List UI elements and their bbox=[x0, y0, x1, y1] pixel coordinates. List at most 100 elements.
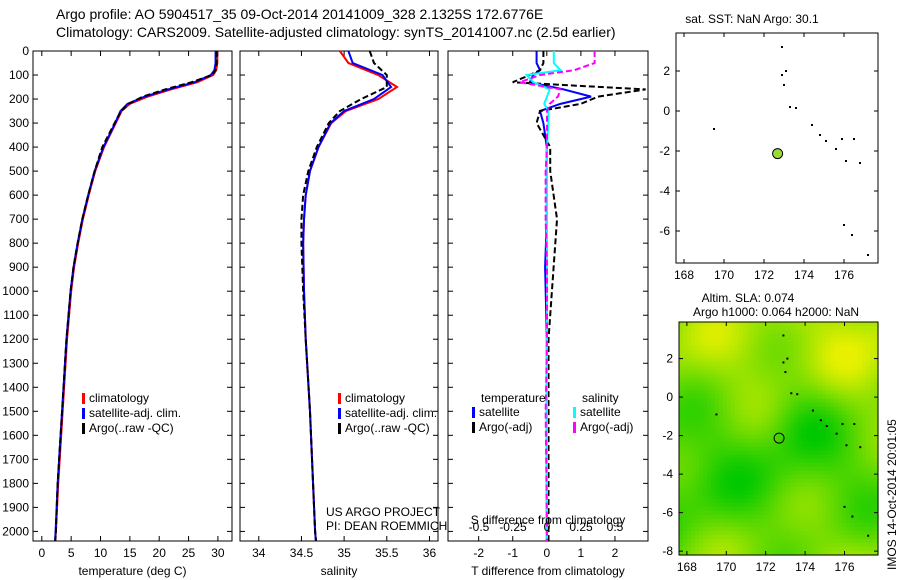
sla-cell bbox=[686, 522, 692, 528]
sla-cell bbox=[702, 338, 708, 343]
sla-cell bbox=[702, 330, 708, 335]
sla-cell bbox=[802, 462, 807, 468]
sla-cell bbox=[754, 462, 760, 468]
sla-cell bbox=[726, 338, 732, 343]
sla-cell bbox=[794, 350, 799, 355]
sla-cell bbox=[750, 330, 756, 335]
sla-cell bbox=[746, 466, 752, 472]
y-tick-label: 1100 bbox=[3, 308, 29, 322]
sla-cell bbox=[758, 338, 764, 343]
sla-cell bbox=[778, 494, 784, 500]
sla-cell bbox=[874, 382, 879, 387]
sla-cell bbox=[714, 366, 720, 371]
sla-cell bbox=[778, 418, 784, 424]
sla-cell bbox=[838, 330, 843, 335]
sla-cell bbox=[702, 434, 708, 440]
sla-cell bbox=[854, 458, 859, 464]
sla-cell bbox=[830, 526, 835, 532]
sla-cell bbox=[874, 518, 879, 524]
lon-tick-label: 174 bbox=[794, 268, 814, 282]
sla-cell bbox=[770, 498, 776, 504]
sla-cell bbox=[754, 482, 760, 488]
sla-cell bbox=[679, 338, 684, 343]
sla-cell bbox=[754, 350, 760, 355]
sla-cell bbox=[874, 546, 879, 552]
sla-cell bbox=[794, 546, 799, 552]
sla-cell bbox=[730, 358, 736, 363]
sla-cell bbox=[862, 362, 867, 367]
sla-cell bbox=[798, 458, 803, 464]
island-mark bbox=[853, 423, 856, 426]
sla-cell bbox=[690, 502, 696, 508]
sla-cell bbox=[862, 534, 867, 540]
sla-cell bbox=[694, 394, 700, 399]
sla-cell bbox=[786, 494, 792, 500]
sla-cell bbox=[766, 330, 772, 335]
sla-cell bbox=[710, 454, 716, 460]
sla-cell bbox=[798, 518, 803, 524]
sla-cell bbox=[679, 426, 684, 432]
sla-cell bbox=[742, 546, 748, 552]
sla-cell bbox=[758, 382, 764, 387]
sla-cell bbox=[730, 510, 736, 516]
y-tick-label: 400 bbox=[9, 140, 29, 154]
sla-cell bbox=[826, 526, 831, 532]
sla-cell bbox=[750, 538, 756, 544]
sla-cell bbox=[710, 350, 716, 355]
sla-cell bbox=[814, 354, 819, 359]
sla-cell bbox=[714, 414, 720, 420]
sla-cell bbox=[734, 426, 740, 432]
sla-cell bbox=[866, 330, 871, 335]
sla-cell bbox=[758, 390, 764, 395]
sla-cell bbox=[818, 358, 823, 363]
sla-cell bbox=[794, 434, 799, 440]
sla-cell bbox=[850, 358, 855, 363]
sla-cell bbox=[870, 406, 875, 411]
sla-cell bbox=[726, 474, 732, 480]
sla-cell bbox=[698, 490, 704, 496]
sla-cell bbox=[802, 350, 807, 355]
sla-cell bbox=[806, 374, 811, 379]
x-tick-label: 20 bbox=[153, 546, 167, 560]
sla-cell bbox=[770, 506, 776, 512]
sla-cell bbox=[694, 350, 700, 355]
sla-cell bbox=[722, 534, 728, 540]
sla-cell bbox=[862, 374, 867, 379]
sla-cell bbox=[774, 394, 780, 399]
sla-cell bbox=[838, 502, 843, 508]
sla-cell bbox=[794, 542, 799, 548]
sla-cell bbox=[838, 442, 843, 448]
sla-cell bbox=[698, 434, 704, 440]
sla-cell bbox=[858, 546, 863, 552]
sla-cell bbox=[702, 494, 708, 500]
sla-cell bbox=[826, 426, 831, 432]
sla-cell bbox=[742, 322, 748, 327]
sla-cell bbox=[874, 370, 879, 375]
sla-cell bbox=[726, 406, 732, 411]
lat-tick-label: -6 bbox=[662, 506, 673, 520]
sla-cell bbox=[854, 502, 859, 508]
sla-cell bbox=[686, 362, 692, 367]
y-tick-label: 1800 bbox=[2, 476, 29, 490]
sla-cell bbox=[814, 382, 819, 387]
sla-cell bbox=[874, 490, 879, 496]
sla-cell bbox=[802, 474, 807, 480]
sla-cell bbox=[834, 386, 839, 391]
island-mark bbox=[781, 74, 783, 76]
lon-tick-label: 176 bbox=[834, 560, 854, 574]
sla-cell bbox=[754, 358, 760, 363]
sla-cell bbox=[850, 354, 855, 359]
sla-cell bbox=[850, 426, 855, 432]
sla-cell bbox=[798, 370, 803, 375]
sla-cell bbox=[802, 422, 807, 428]
sla-cell bbox=[702, 346, 708, 351]
sla-cell bbox=[702, 450, 708, 456]
sla-cell bbox=[690, 370, 696, 375]
sla-cell bbox=[818, 470, 823, 476]
sla-cell bbox=[686, 390, 692, 395]
sla-cell bbox=[790, 378, 796, 383]
lon-tick-label: 176 bbox=[834, 268, 854, 282]
sla-cell bbox=[838, 394, 843, 399]
sla-cell bbox=[798, 430, 803, 436]
sla-cell bbox=[738, 342, 744, 347]
